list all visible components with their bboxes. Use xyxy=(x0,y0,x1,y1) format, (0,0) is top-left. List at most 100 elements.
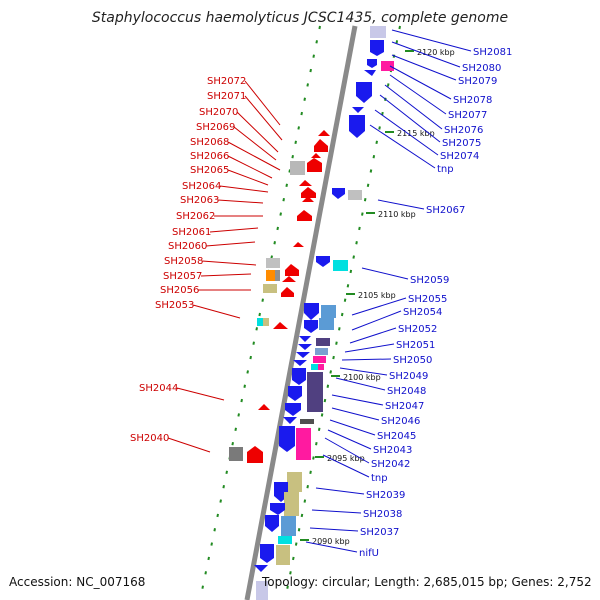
tick-mark xyxy=(386,83,390,87)
tick-mark xyxy=(243,384,246,388)
gene-block xyxy=(315,348,328,355)
tick-mark xyxy=(329,370,332,374)
tick-mark xyxy=(352,255,355,259)
leader-line xyxy=(384,84,443,130)
gene-arrow xyxy=(279,426,295,452)
gene-block xyxy=(316,338,330,346)
left-gene-label: SH2063 xyxy=(180,195,219,206)
right-gene-label: tnp xyxy=(371,473,388,484)
gene-block xyxy=(266,258,280,268)
gene-block xyxy=(263,284,277,293)
leader-line xyxy=(217,199,264,204)
gene-block xyxy=(266,270,275,281)
gene-block xyxy=(290,161,305,175)
leader-line xyxy=(227,169,269,186)
leader-line xyxy=(369,124,436,169)
tick-mark xyxy=(318,25,321,30)
accession-text: Accession: NC_007168 xyxy=(9,575,146,589)
left-gene-label: SH2072 xyxy=(207,76,246,87)
left-gene-label: SH2061 xyxy=(172,227,211,238)
leader-line xyxy=(219,185,269,193)
gene-block xyxy=(381,61,394,71)
leader-line xyxy=(339,367,388,376)
gene-arrow xyxy=(247,446,263,463)
gene-arrow xyxy=(254,565,268,572)
tick-mark xyxy=(340,312,344,317)
left-gene-label: SH2058 xyxy=(164,256,203,267)
tick-mark xyxy=(346,284,350,288)
leader-line xyxy=(192,304,241,319)
gene-arrow xyxy=(314,139,328,152)
gene-block xyxy=(300,419,314,424)
leader-line xyxy=(322,454,370,478)
leader-line xyxy=(176,387,225,401)
leader-line xyxy=(244,80,281,126)
leader-line xyxy=(309,527,359,532)
gene-block xyxy=(348,190,362,200)
gene-arrow xyxy=(299,180,312,186)
tick-mark xyxy=(210,542,213,546)
left-gene-label: SH2069 xyxy=(196,122,235,133)
kbp-label: 2090 kbp xyxy=(312,537,350,546)
gene-arrow xyxy=(293,360,307,366)
gene-block xyxy=(296,428,311,460)
gene-arrow xyxy=(273,322,288,329)
gene-arrow xyxy=(281,287,294,297)
tick-mark xyxy=(249,355,252,360)
leader-line xyxy=(351,310,402,331)
tick-mark xyxy=(207,556,210,561)
tick-mark xyxy=(338,327,341,331)
tick-mark xyxy=(258,312,261,317)
tick-mark xyxy=(326,384,330,388)
left-gene-label: SH2065 xyxy=(190,165,229,176)
leader-line xyxy=(379,94,441,143)
right-gene-label: SH2052 xyxy=(398,324,437,335)
leader-line xyxy=(391,41,461,68)
tick-mark xyxy=(240,398,243,403)
left-gene-label: SH2064 xyxy=(182,181,221,192)
tick-mark xyxy=(317,427,321,431)
tick-mark xyxy=(246,370,249,374)
right-gene-label: SH2055 xyxy=(408,294,447,305)
tick-mark xyxy=(343,298,347,302)
tick-mark xyxy=(273,241,276,245)
tick-mark xyxy=(398,25,401,30)
leader-line xyxy=(389,74,447,115)
leader-line xyxy=(341,358,392,361)
gene-block xyxy=(275,270,280,281)
leader-line xyxy=(349,327,397,344)
tick-mark xyxy=(286,585,289,589)
tick-mark xyxy=(255,327,258,331)
gene-arrow xyxy=(311,153,321,158)
gene-arrow xyxy=(356,82,372,103)
gene-arrow xyxy=(304,303,319,320)
kbp-label: 2110 kbp xyxy=(378,210,416,219)
right-gene-label: SH2050 xyxy=(393,355,432,366)
kbp-label: 2115 kbp xyxy=(397,129,435,138)
right-gene-label: SH2078 xyxy=(453,95,492,106)
gene-arrow xyxy=(316,256,330,267)
gene-block xyxy=(281,516,296,536)
gene-block xyxy=(287,472,302,492)
tick-mark xyxy=(372,154,376,159)
gene-block xyxy=(311,364,318,370)
left-gene-label: SH2068 xyxy=(190,137,229,148)
tick-mark xyxy=(306,485,309,489)
tick-mark xyxy=(366,183,370,188)
leader-line xyxy=(205,241,256,247)
tick-mark xyxy=(315,40,318,44)
gene-block xyxy=(278,536,292,544)
gene-arrow xyxy=(302,196,314,202)
gene-block xyxy=(229,447,243,461)
tick-mark xyxy=(261,298,264,302)
tick-mark xyxy=(320,413,324,417)
left-gene-label: SH2053 xyxy=(155,300,194,311)
gene-arrow xyxy=(370,40,384,56)
right-gene-label: SH2074 xyxy=(440,151,479,162)
right-gene-label: SH2077 xyxy=(448,110,487,121)
tick-mark xyxy=(378,126,381,130)
left-gene-label: SH2044 xyxy=(139,383,178,394)
gene-block xyxy=(256,581,268,600)
right-gene-label: SH2059 xyxy=(410,275,449,286)
